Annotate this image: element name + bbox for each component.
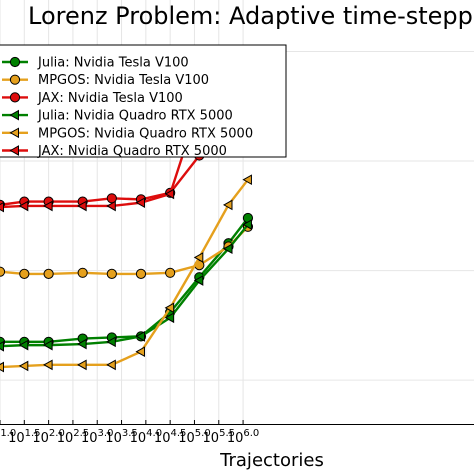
data-point bbox=[242, 219, 252, 230]
data-point bbox=[43, 200, 53, 212]
x-tick-label: 101.5 bbox=[8, 428, 40, 446]
series-5 bbox=[0, 174, 252, 373]
data-point bbox=[0, 266, 6, 277]
x-tick-label: 103.5 bbox=[105, 428, 137, 446]
chart-title: Lorenz Problem: Adaptive time-stepp bbox=[28, 2, 473, 30]
data-point bbox=[18, 360, 29, 372]
data-point bbox=[0, 340, 4, 352]
legend-label: MPGOS: Nvidia Tesla V100 bbox=[38, 73, 209, 88]
x-ticks: 101.0101.5102.0102.5103.0103.5104.0104.5… bbox=[0, 420, 259, 446]
x-tick-label: 106.0 bbox=[227, 428, 259, 446]
data-point bbox=[19, 268, 30, 280]
data-point bbox=[135, 330, 145, 342]
data-point bbox=[77, 267, 88, 278]
data-point bbox=[193, 252, 204, 263]
data-point bbox=[106, 200, 116, 212]
data-point bbox=[165, 267, 176, 278]
x-tick-label: 102.5 bbox=[57, 428, 89, 446]
data-point bbox=[164, 188, 175, 200]
legend-marker bbox=[9, 109, 19, 121]
series-line bbox=[0, 178, 249, 369]
series-line bbox=[0, 223, 249, 348]
data-point bbox=[193, 275, 204, 286]
data-point bbox=[0, 361, 4, 373]
legend-label: Julia: Nvidia Tesla V100 bbox=[37, 56, 189, 71]
data-point bbox=[164, 312, 175, 324]
series-4 bbox=[0, 219, 252, 352]
data-point bbox=[43, 359, 53, 371]
data-point bbox=[18, 339, 29, 351]
data-point bbox=[106, 359, 116, 371]
data-point bbox=[242, 174, 252, 186]
data-point bbox=[222, 243, 233, 255]
series-line bbox=[0, 225, 249, 276]
x-tick-label: 105.0 bbox=[178, 428, 210, 446]
legend: Julia: Nvidia Tesla V100 MPGOS: Nvidia Te… bbox=[0, 44, 287, 159]
legend-marker bbox=[9, 74, 21, 85]
data-point bbox=[77, 338, 87, 350]
data-point bbox=[222, 199, 233, 211]
legend-label: Julia: Nvidia Quadro RTX 5000 bbox=[37, 109, 233, 124]
data-point bbox=[18, 200, 29, 212]
legend-marker bbox=[9, 92, 21, 103]
x-tick-label: 105.5 bbox=[203, 428, 235, 446]
data-point bbox=[106, 336, 116, 348]
x-tick-label: 104.5 bbox=[154, 428, 186, 446]
data-point bbox=[43, 268, 54, 280]
x-axis-label: Trajectories bbox=[219, 450, 324, 471]
data-point bbox=[77, 359, 87, 371]
data-point bbox=[0, 201, 4, 213]
series-line bbox=[0, 217, 249, 344]
data-point bbox=[164, 302, 175, 314]
data-point bbox=[77, 200, 87, 212]
legend-label: MPGOS: Nvidia Quadro RTX 5000 bbox=[38, 126, 253, 141]
legend-label: JAX: Nvidia Tesla V100 bbox=[37, 91, 183, 106]
legend-marker bbox=[9, 56, 21, 68]
legend-label: JAX: Nvidia Quadro RTX 5000 bbox=[37, 144, 227, 159]
data-point bbox=[106, 268, 117, 280]
data-point bbox=[135, 197, 145, 209]
x-tick-label: 101.0 bbox=[0, 428, 16, 446]
data-point bbox=[135, 346, 145, 358]
x-tick-label: 102.0 bbox=[32, 428, 64, 446]
series-layer bbox=[0, 52, 254, 373]
legend-box bbox=[0, 44, 287, 158]
legend-marker bbox=[9, 127, 19, 139]
data-point bbox=[43, 339, 53, 351]
data-point bbox=[135, 268, 147, 280]
x-tick-label: 104.0 bbox=[130, 428, 162, 446]
legend-marker bbox=[9, 145, 19, 156]
x-tick-label: 103.0 bbox=[81, 428, 113, 446]
